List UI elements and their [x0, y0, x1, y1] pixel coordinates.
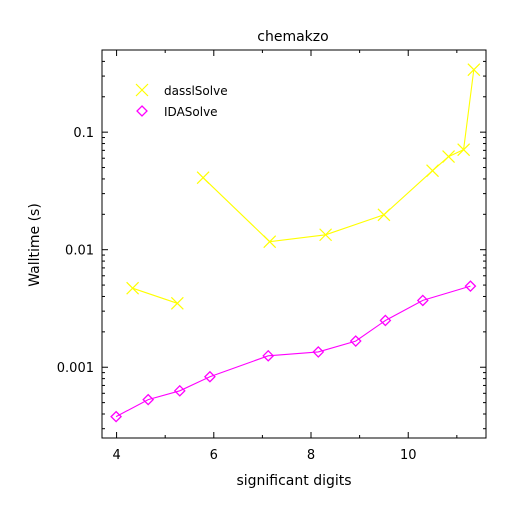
- y-tick-label: 0.01: [65, 244, 94, 259]
- x-tick-label: 8: [307, 448, 315, 463]
- data-point: [416, 294, 429, 307]
- data-point: [170, 296, 184, 310]
- x-axis-ticks: 4 6 8 10: [112, 50, 458, 463]
- data-point: [467, 63, 481, 77]
- legend-marker: [136, 105, 148, 117]
- plot-frame: [101, 49, 487, 439]
- data-point: [312, 345, 325, 358]
- series-line: [202, 69, 475, 243]
- y-axis-ticks: 0.001 0.01 0.1: [57, 49, 486, 430]
- series-IDASolve: [110, 280, 477, 423]
- data-point: [349, 335, 362, 347]
- data-point: [442, 150, 455, 163]
- data-point: [457, 143, 471, 157]
- series-layer: [110, 63, 481, 423]
- x-tick-label: 4: [112, 448, 120, 463]
- data-point: [173, 384, 186, 397]
- series-line: [132, 287, 178, 304]
- legend: dasslSolve IDASolve: [135, 83, 228, 119]
- data-point: [126, 281, 140, 295]
- y-tick-label: 0.1: [73, 126, 94, 141]
- legend-label: IDASolve: [164, 105, 218, 119]
- data-point: [426, 164, 439, 178]
- chart-title: chemakzo: [257, 29, 328, 45]
- series-dasslSolve: [126, 63, 481, 310]
- data-point: [142, 393, 155, 406]
- x-axis-label: significant digits: [236, 473, 351, 489]
- data-point: [262, 349, 275, 362]
- data-point: [196, 171, 210, 185]
- x-tick-label: 6: [210, 448, 218, 463]
- y-tick-label: 0.001: [57, 361, 94, 376]
- x-tick-label: 10: [400, 448, 417, 463]
- data-point: [319, 228, 333, 242]
- legend-label: dasslSolve: [164, 84, 228, 98]
- y-axis-label: Walltime (s): [27, 203, 43, 287]
- data-point: [379, 314, 392, 327]
- data-point: [263, 235, 277, 249]
- data-point: [203, 370, 216, 383]
- series-line: [115, 285, 471, 418]
- data-point: [464, 280, 477, 293]
- data-point: [110, 410, 123, 423]
- legend-marker: [135, 83, 149, 97]
- data-point: [377, 208, 391, 222]
